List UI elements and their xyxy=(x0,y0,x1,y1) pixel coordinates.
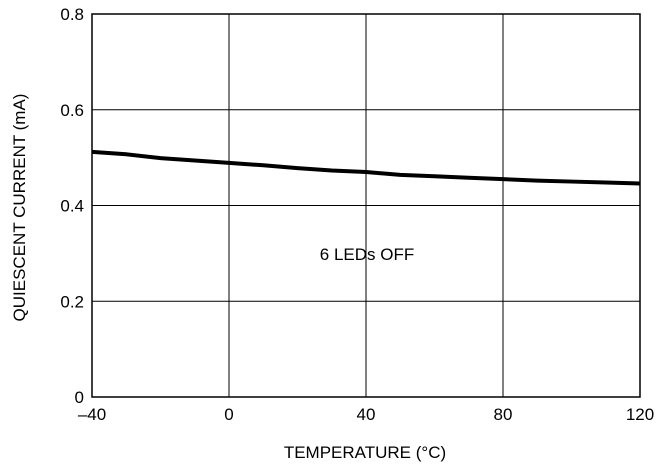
x-tick-label: 0 xyxy=(224,405,233,424)
y-tick-label: 0.8 xyxy=(60,5,84,24)
grid xyxy=(92,14,640,397)
x-tick-label: –40 xyxy=(78,405,106,424)
y-axis-label: QUIESCENT CURRENT (mA) xyxy=(10,94,29,322)
x-tick-label: 40 xyxy=(357,405,376,424)
series-layer xyxy=(91,149,641,186)
x-tick-label: 80 xyxy=(494,405,513,424)
y-tick-label: 0.4 xyxy=(60,197,84,216)
y-tick-label: 0.2 xyxy=(60,292,84,311)
plot-frame xyxy=(91,13,641,398)
y-tick-label: 0.6 xyxy=(60,101,84,120)
y-tick-label: 0 xyxy=(75,388,84,407)
x-axis-label: TEMPERATURE (°C) xyxy=(284,443,446,462)
annotation-6-leds-off: 6 LEDs OFF xyxy=(320,245,414,264)
x-tick-label: 120 xyxy=(626,405,654,424)
series-line-quiescent-current xyxy=(91,149,641,186)
